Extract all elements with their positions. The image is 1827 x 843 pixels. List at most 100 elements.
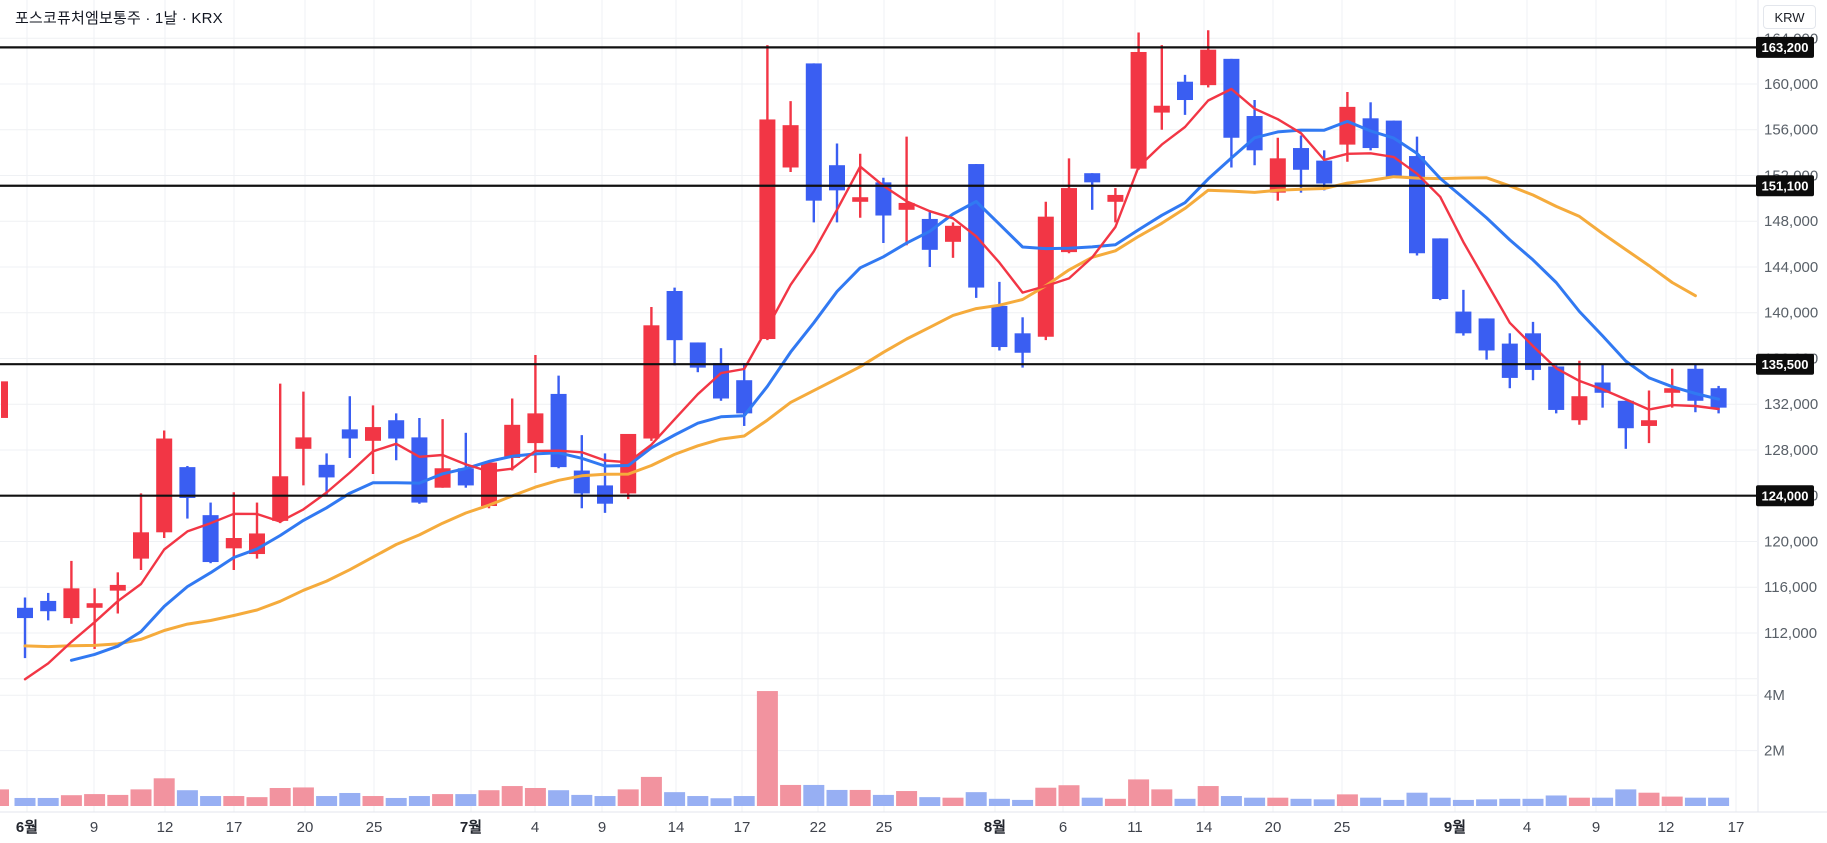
- volume-bar: [1174, 798, 1196, 806]
- volume-axis-label: 2M: [1764, 743, 1785, 760]
- volume-bar: [849, 789, 871, 806]
- volume-bar: [385, 797, 407, 806]
- symbol-legend[interactable]: 포스코퓨처엠보통주 · 1날 · KRX: [15, 10, 223, 27]
- volume-bar: [1545, 795, 1567, 806]
- volume-bar: [223, 796, 245, 806]
- candle-body: [1617, 400, 1634, 429]
- volume-bar: [803, 784, 825, 806]
- volume-bar: [571, 794, 593, 806]
- currency-toggle-button[interactable]: KRW: [1763, 5, 1816, 29]
- volume-bar: [1035, 787, 1057, 806]
- volume-bar: [1151, 789, 1173, 806]
- candle-body: [1293, 148, 1309, 170]
- candle-body: [1130, 51, 1147, 169]
- candle-body: [1339, 106, 1356, 145]
- candle-body: [156, 438, 173, 533]
- volume-bar: [1476, 799, 1498, 806]
- time-axis-label: 6: [1059, 819, 1067, 836]
- partial-candle: [1, 381, 8, 418]
- volume-bar: [1313, 799, 1335, 806]
- volume-bar: [292, 787, 314, 806]
- candle-body: [17, 607, 33, 619]
- time-axis-label: 14: [1196, 819, 1213, 836]
- candle-body: [527, 413, 544, 444]
- price-axis-label: 148,000: [1764, 213, 1818, 230]
- candle-body: [1014, 333, 1031, 353]
- candle-body: [782, 125, 799, 168]
- volume-bar: [1684, 797, 1706, 806]
- volume-bar: [1661, 796, 1683, 806]
- candle-body: [1362, 118, 1379, 149]
- candle-body: [411, 437, 428, 503]
- candle-body: [945, 225, 961, 242]
- price-level-chip: [1756, 175, 1814, 197]
- volume-bar: [1336, 794, 1358, 806]
- candle-body: [1641, 420, 1657, 426]
- volume-bar: [594, 796, 616, 806]
- candle-body: [666, 290, 683, 341]
- volume-bar: [107, 794, 129, 806]
- price-level-chip-label: 135,500: [1762, 357, 1809, 372]
- candle-body: [1594, 382, 1611, 393]
- price-axis-label: 156,000: [1764, 122, 1818, 139]
- candle-body: [295, 437, 312, 449]
- volume-bar: [710, 798, 732, 806]
- candle-body: [805, 63, 822, 201]
- candle-body: [1571, 396, 1588, 421]
- volume-bar: [780, 784, 802, 806]
- price-axis-label: 128,000: [1764, 442, 1818, 459]
- time-axis-label: 25: [876, 819, 893, 836]
- candle-body: [1037, 216, 1054, 337]
- price-level-chip: [1756, 485, 1814, 507]
- volume-bar: [733, 796, 755, 806]
- volume-axis-label: 4M: [1764, 687, 1785, 704]
- volume-bar: [1522, 798, 1544, 806]
- candle-body: [365, 427, 381, 441]
- time-axis[interactable]: 6월 9 12 17 20 25 7월 4 9 14 17 22 25 8월 6 11 14 20 25 9월 4 9 12…: [0, 811, 1827, 836]
- candle-body: [829, 165, 845, 191]
- time-axis-label: 9: [598, 819, 606, 836]
- time-axis-label: 12: [1658, 819, 1675, 836]
- time-axis-label: 17: [734, 819, 751, 836]
- candle-body: [1316, 160, 1333, 184]
- volume-bar: [1638, 792, 1660, 806]
- ma-mid-line: [69, 119, 1721, 662]
- price-axis-label: 112,000: [1764, 625, 1817, 642]
- volume-bar: [1197, 786, 1219, 806]
- ma-slow-line: [23, 175, 1697, 649]
- candle-body: [341, 429, 358, 439]
- volume-bar: [664, 792, 686, 806]
- price-axis-label: 120,000: [1764, 533, 1818, 550]
- candles-layer: [1, 30, 1727, 659]
- price-axis[interactable]: 164,000160,000156,000152,000148,000144,0…: [1756, 0, 1818, 812]
- candle-body: [179, 467, 196, 498]
- candle-body: [1246, 116, 1263, 151]
- candle-body: [1409, 156, 1425, 254]
- candle-body: [898, 202, 915, 210]
- volume-bar: [130, 789, 152, 806]
- candle-body: [504, 424, 521, 458]
- candle-body: [1223, 58, 1240, 138]
- time-axis-label: 14: [668, 819, 685, 836]
- volume-bar: [965, 792, 987, 806]
- volume-layer: [0, 691, 1730, 806]
- volume-bar: [1081, 797, 1103, 806]
- candle-body: [1200, 49, 1217, 86]
- candle-body: [272, 476, 289, 521]
- price-axis-label: 144,000: [1764, 259, 1818, 276]
- price-level-chip: [1756, 353, 1814, 375]
- candle-body: [1478, 318, 1495, 351]
- price-axis-label: 132,000: [1764, 396, 1818, 413]
- volume-bar: [316, 796, 338, 806]
- candle-body: [689, 342, 706, 368]
- volume-bar: [176, 790, 198, 806]
- volume-bar: [1499, 798, 1521, 806]
- volume-bar: [60, 795, 82, 806]
- candle-body: [1153, 105, 1170, 113]
- time-axis-label: 6월: [16, 819, 38, 836]
- volume-bar: [1244, 797, 1266, 806]
- candle-body: [388, 420, 405, 439]
- time-axis-label: 20: [297, 819, 314, 836]
- candle-body: [1177, 81, 1193, 101]
